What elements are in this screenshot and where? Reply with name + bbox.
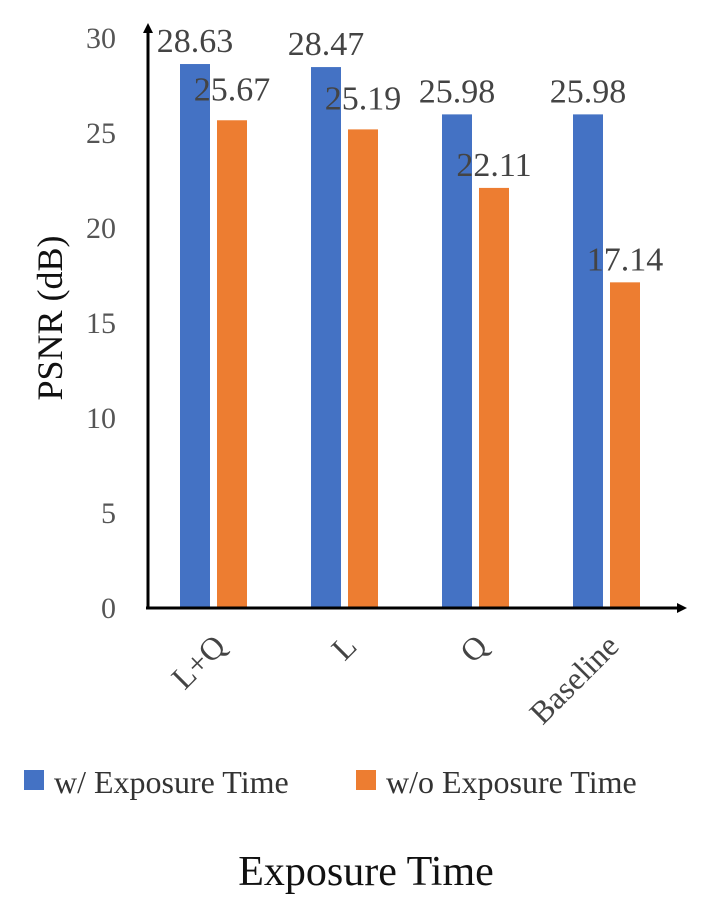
data-label: 25.19 (325, 80, 402, 117)
data-labels: 28.63 25.67 28.47 25.19 25.98 22.11 25.98 17.14 (157, 23, 664, 278)
legend-swatch-with-exposure (24, 770, 44, 790)
y-tick-label: 30 (86, 22, 116, 55)
y-tick-labels: 0 5 10 15 20 25 30 (86, 22, 116, 625)
bar-with-exposure (311, 67, 341, 608)
bar-with-exposure (180, 64, 210, 608)
data-label: 25.67 (194, 71, 271, 108)
y-tick-label: 5 (101, 497, 116, 530)
y-tick-label: 20 (86, 212, 116, 245)
x-tick-label: L (324, 627, 363, 666)
y-tick-label: 10 (86, 402, 116, 435)
x-tick-label: L+Q (164, 627, 232, 695)
data-label: 28.47 (288, 26, 365, 63)
x-tick-labels: L+Q L Q Baseline (164, 627, 625, 730)
y-tick-label: 0 (101, 592, 116, 625)
bar-without-exposure (348, 129, 378, 608)
legend-swatch-without-exposure (356, 770, 376, 790)
x-tick-label: Baseline (522, 627, 625, 730)
legend-label-without-exposure: w/o Exposure Time (386, 764, 637, 800)
legend: w/ Exposure Time w/o Exposure Time (24, 764, 637, 800)
bar-without-exposure (479, 187, 509, 608)
data-label: 17.14 (587, 241, 664, 278)
bar-without-exposure (217, 120, 247, 609)
data-label: 25.98 (550, 73, 627, 110)
bar-with-exposure (442, 114, 472, 608)
data-label: 22.11 (456, 147, 531, 184)
y-tick-label: 15 (86, 307, 116, 340)
x-tick-label: Q (453, 627, 495, 669)
y-tick-label: 25 (86, 117, 116, 150)
x-axis-title: Exposure Time (238, 849, 494, 895)
y-axis-title: PSNR (dB) (30, 235, 70, 400)
bars (180, 64, 640, 609)
data-label: 28.63 (157, 23, 234, 60)
legend-label-with-exposure: w/ Exposure Time (54, 764, 289, 800)
bar-with-exposure (573, 114, 603, 608)
bar-without-exposure (610, 282, 640, 608)
data-label: 25.98 (419, 73, 496, 110)
